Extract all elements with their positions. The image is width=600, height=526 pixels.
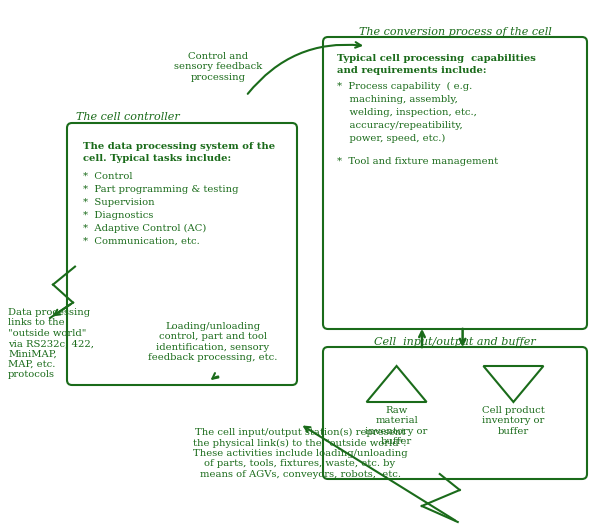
Text: Data processing
links to the
"outside world"
via RS232c, 422,
MiniMAP,
MAP, etc.: Data processing links to the "outside wo… — [8, 308, 94, 379]
Text: *  Part programming & testing: * Part programming & testing — [83, 185, 239, 194]
Text: *  Tool and fixture management: * Tool and fixture management — [337, 157, 498, 166]
FancyBboxPatch shape — [323, 347, 587, 479]
Text: Cell  input/output and buffer: Cell input/output and buffer — [374, 337, 536, 347]
Text: Cell product
inventory or
buffer: Cell product inventory or buffer — [482, 406, 545, 436]
Text: *  Supervision: * Supervision — [83, 198, 155, 207]
Text: Control and
sensory feedback
processing: Control and sensory feedback processing — [174, 52, 262, 82]
FancyBboxPatch shape — [67, 123, 297, 385]
Text: *  Control: * Control — [83, 172, 133, 181]
Text: *  Adaptive Control (AC): * Adaptive Control (AC) — [83, 224, 206, 233]
Text: Typical cell processing  capabilities: Typical cell processing capabilities — [337, 54, 536, 63]
Text: and requirements include:: and requirements include: — [337, 66, 487, 75]
Text: *  Diagnostics: * Diagnostics — [83, 211, 154, 220]
Text: The conversion process of the cell: The conversion process of the cell — [359, 27, 551, 37]
Text: The data processing system of the: The data processing system of the — [83, 142, 275, 151]
Text: *  Communication, etc.: * Communication, etc. — [83, 237, 200, 246]
Text: welding, inspection, etc.,: welding, inspection, etc., — [337, 108, 477, 117]
Text: Raw
material
inventory or
buffer: Raw material inventory or buffer — [365, 406, 428, 446]
Text: *  Process capability  ( e.g.: * Process capability ( e.g. — [337, 82, 472, 91]
FancyBboxPatch shape — [323, 37, 587, 329]
Text: The cell input/output station(s) represent
the physical link(s) to the "outside : The cell input/output station(s) represe… — [193, 428, 407, 479]
Text: cell. Typical tasks include:: cell. Typical tasks include: — [83, 154, 231, 163]
Text: power, speed, etc.): power, speed, etc.) — [337, 134, 445, 143]
Text: accuracy/repeatibility,: accuracy/repeatibility, — [337, 121, 463, 130]
Text: Loading/unloading
control, part and tool
identification, sensory
feedback proces: Loading/unloading control, part and tool… — [148, 322, 278, 362]
Text: The cell controller: The cell controller — [76, 112, 180, 122]
Text: machining, assembly,: machining, assembly, — [337, 95, 458, 104]
